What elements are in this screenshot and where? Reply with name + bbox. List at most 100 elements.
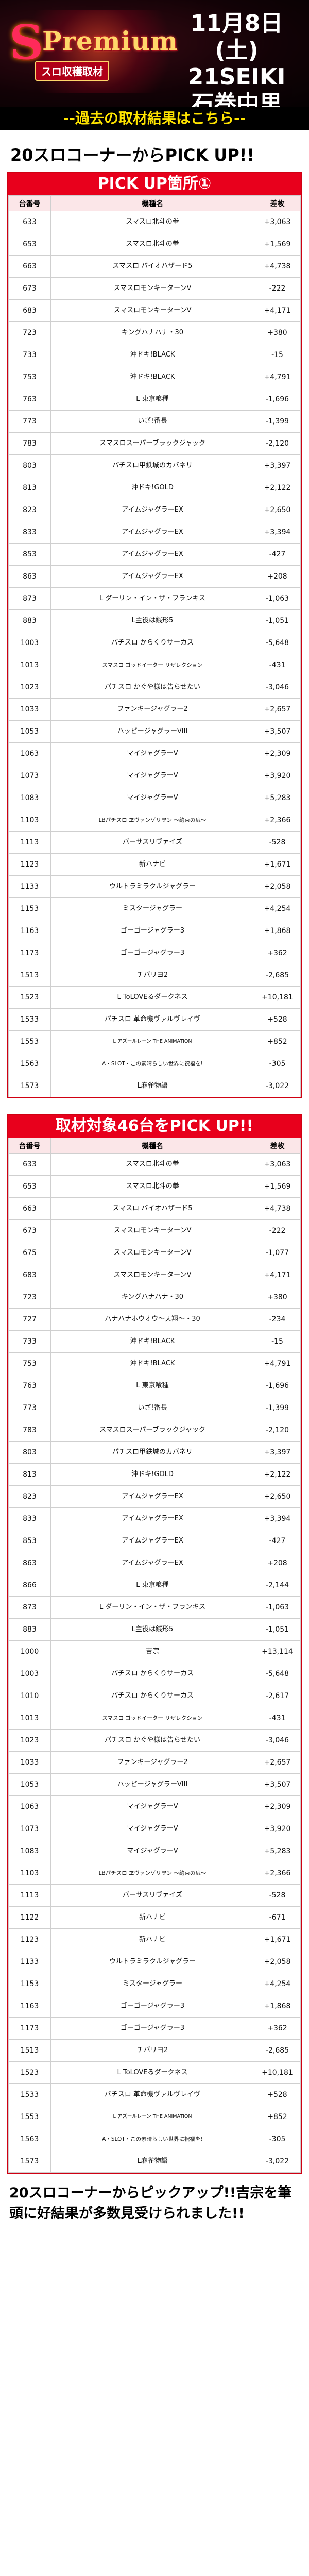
table-row: 1053 ハッピージャグラーVIII +3,507 (8, 1773, 301, 1796)
table-row: 1023 パチスロ かぐや様は告らせたい -3,046 (8, 1729, 301, 1752)
difference-cell: +4,254 (254, 1973, 301, 1995)
difference-cell: +10,181 (254, 2061, 301, 2084)
table-row: 663 スマスロ バイオハザード5 +4,738 (8, 255, 301, 278)
difference-cell: -3,022 (254, 2150, 301, 2173)
difference-cell: +2,058 (254, 875, 301, 898)
table-2-grid: 台番号 機種名 差枚 633 スマスロ北斗の拳 +3,063 653 スマスロ北斗の拳 +… (8, 1138, 301, 2173)
machine-number-cell: 1153 (8, 897, 51, 920)
table-row: 1153 ミスタージャグラー +4,254 (8, 1973, 301, 1995)
machine-name-cell: ゴーゴージャグラー3 (50, 1995, 254, 2018)
difference-cell: -528 (254, 1884, 301, 1907)
machine-number-cell: 783 (8, 432, 51, 455)
machine-number-cell: 833 (8, 521, 51, 544)
machine-number-cell: 823 (8, 499, 51, 521)
machine-name-cell: 吉宗 (50, 1640, 254, 1663)
table-row: 1083 マイジャグラーV +5,283 (8, 1840, 301, 1862)
machine-name-cell: マイジャグラーV (50, 742, 254, 765)
header-banner: S Premium スロ収穫取材 11月8日(土) 21SEIKI 石巻中里 (0, 0, 309, 107)
table-row: 1033 ファンキージャグラー2 +2,657 (8, 1751, 301, 1774)
difference-cell: -1,063 (254, 1596, 301, 1619)
machine-name-cell: ハッピージャグラーVIII (50, 720, 254, 743)
column-header-machine-name: 機種名 (50, 195, 254, 211)
difference-cell: +3,920 (254, 1818, 301, 1840)
difference-cell: +1,671 (254, 1928, 301, 1951)
difference-cell: +208 (254, 1552, 301, 1574)
machine-number-cell: 675 (8, 1242, 51, 1264)
table-row: 1053 ハッピージャグラーVIII +3,507 (8, 720, 301, 743)
table-row: 833 アイムジャグラーEX +3,394 (8, 521, 301, 544)
machine-number-cell: 1523 (8, 986, 51, 1009)
difference-cell: +4,738 (254, 1197, 301, 1220)
machine-number-cell: 1010 (8, 1685, 51, 1707)
difference-cell: -1,077 (254, 1242, 301, 1264)
machine-name-cell: LBパチスロ ヱヴァンゲリヲン ～約束の扉～ (50, 809, 254, 832)
table-row: 1073 マイジャグラーV +3,920 (8, 765, 301, 787)
table-row: 1563 A・SLOT・この素晴らしい世界に祝福を! -305 (8, 1053, 301, 1075)
table-row: 773 いざ!番長 -1,399 (8, 410, 301, 433)
table-row: 1063 マイジャグラーV +2,309 (8, 1795, 301, 1818)
difference-cell: +208 (254, 565, 301, 588)
difference-cell: +2,309 (254, 1795, 301, 1818)
machine-number-cell: 1083 (8, 787, 51, 809)
machine-name-cell: アイムジャグラーEX (50, 565, 254, 588)
machine-number-cell: 873 (8, 1596, 51, 1619)
difference-cell: +380 (254, 1286, 301, 1309)
difference-cell: -431 (254, 654, 301, 676)
machine-name-cell: スマスロ バイオハザード5 (50, 1197, 254, 1220)
difference-cell: +4,171 (254, 1264, 301, 1286)
machine-number-cell: 783 (8, 1419, 51, 1442)
table-1-header-row: 台番号 機種名 差枚 (8, 195, 301, 211)
table-row: 1000 吉宗 +13,114 (8, 1640, 301, 1663)
summary-text: 20スロコーナーからピックアップ!!吉宗を筆頭に好結果が多数見受けられました!! (9, 2185, 292, 2222)
difference-cell: +2,366 (254, 809, 301, 832)
table-row: 1173 ゴーゴージャグラー3 +362 (8, 942, 301, 964)
difference-cell: +3,507 (254, 1773, 301, 1796)
difference-cell: +3,507 (254, 720, 301, 743)
difference-cell: +3,394 (254, 521, 301, 544)
machine-name-cell: ゴーゴージャグラー3 (50, 942, 254, 964)
machine-name-cell: 沖ドキ!BLACK (50, 344, 254, 366)
machine-number-cell: 1073 (8, 1818, 51, 1840)
difference-cell: -2,617 (254, 1685, 301, 1707)
machine-number-cell: 663 (8, 1197, 51, 1220)
difference-cell: +852 (254, 1030, 301, 1053)
machine-number-cell: 1573 (8, 2150, 51, 2173)
table-1-grid: 台番号 機種名 差枚 633 スマスロ北斗の拳 +3,063 653 スマスロ北斗の拳 +… (8, 195, 301, 1097)
past-results-link[interactable]: --過去の取材結果はこちら-- (0, 107, 309, 130)
machine-number-cell: 1113 (8, 1884, 51, 1907)
difference-cell: +3,394 (254, 1507, 301, 1530)
table-row: 1023 パチスロ かぐや様は告らせたい -3,046 (8, 676, 301, 699)
machine-number-cell: 1133 (8, 1951, 51, 1973)
machine-number-cell: 1153 (8, 1973, 51, 1995)
machine-name-cell: L主役は銭形5 (50, 1618, 254, 1641)
machine-name-cell: 沖ドキ!BLACK (50, 366, 254, 388)
difference-cell: -2,144 (254, 1574, 301, 1597)
table-row: 673 スマスロモンキーターンV -222 (8, 277, 301, 300)
difference-cell: +4,738 (254, 255, 301, 278)
table-2-body: 633 スマスロ北斗の拳 +3,063 653 スマスロ北斗の拳 +1,569 663 スマス… (8, 1153, 301, 2173)
table-row: 1103 LBパチスロ ヱヴァンゲリヲン ～約束の扉～ +2,366 (8, 1862, 301, 1885)
machine-number-cell: 1533 (8, 2083, 51, 2106)
difference-cell: -3,046 (254, 676, 301, 699)
table-row: 1163 ゴーゴージャグラー3 +1,868 (8, 920, 301, 942)
machine-name-cell: パチスロ甲鉄城のカバネリ (50, 1441, 254, 1464)
table-row: 723 キングハナハナ・30 +380 (8, 1286, 301, 1309)
difference-cell: -222 (254, 1219, 301, 1242)
table-row: 675 スマスロモンキーターンV -1,077 (8, 1242, 301, 1264)
logo-wordmark: Premium (42, 26, 178, 56)
machine-number-cell: 1033 (8, 1751, 51, 1774)
difference-cell: +528 (254, 1008, 301, 1031)
table-row: 773 いざ!番長 -1,399 (8, 1397, 301, 1419)
machine-number-cell: 823 (8, 1485, 51, 1508)
machine-number-cell: 773 (8, 410, 51, 433)
machine-name-cell: スマスロ北斗の拳 (50, 233, 254, 256)
table-row: 873 L ダーリン・イン・ザ・フランキス -1,063 (8, 587, 301, 610)
machine-name-cell: A・SLOT・この素晴らしい世界に祝福を! (50, 1053, 254, 1075)
column-header-difference: 差枚 (254, 195, 301, 211)
difference-cell: -2,685 (254, 964, 301, 987)
machine-name-cell: A・SLOT・この素晴らしい世界に祝福を! (50, 2128, 254, 2150)
machine-name-cell: アイムジャグラーEX (50, 543, 254, 566)
premium-logo: S Premium スロ収穫取材 (9, 14, 178, 82)
table-row: 1010 パチスロ からくりサーカス -2,617 (8, 1685, 301, 1707)
table-row: 1573 L麻雀物語 -3,022 (8, 1075, 301, 1097)
